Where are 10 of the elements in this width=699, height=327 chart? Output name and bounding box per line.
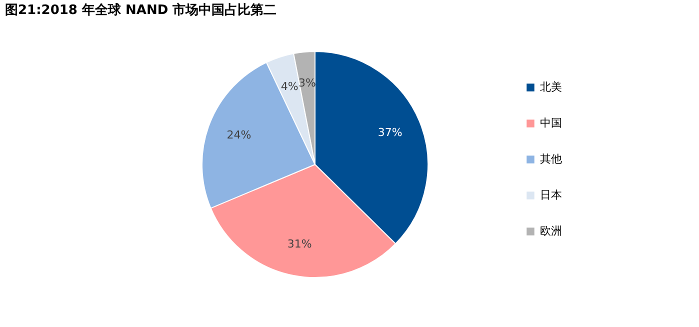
- data-label: 4%: [280, 80, 298, 94]
- legend-label: 北美: [540, 80, 562, 94]
- data-label: 31%: [287, 237, 312, 250]
- data-label: 37%: [378, 126, 402, 140]
- legend-label: 欧洲: [540, 224, 562, 238]
- legend-label: 其他: [540, 152, 562, 166]
- data-label: 24%: [226, 128, 252, 142]
- legend-label: 中国: [540, 116, 562, 130]
- legend-label: 日本: [540, 188, 562, 202]
- chart-title: 图21:2018 年全球 NAND 市场中国占比第二: [5, 2, 277, 18]
